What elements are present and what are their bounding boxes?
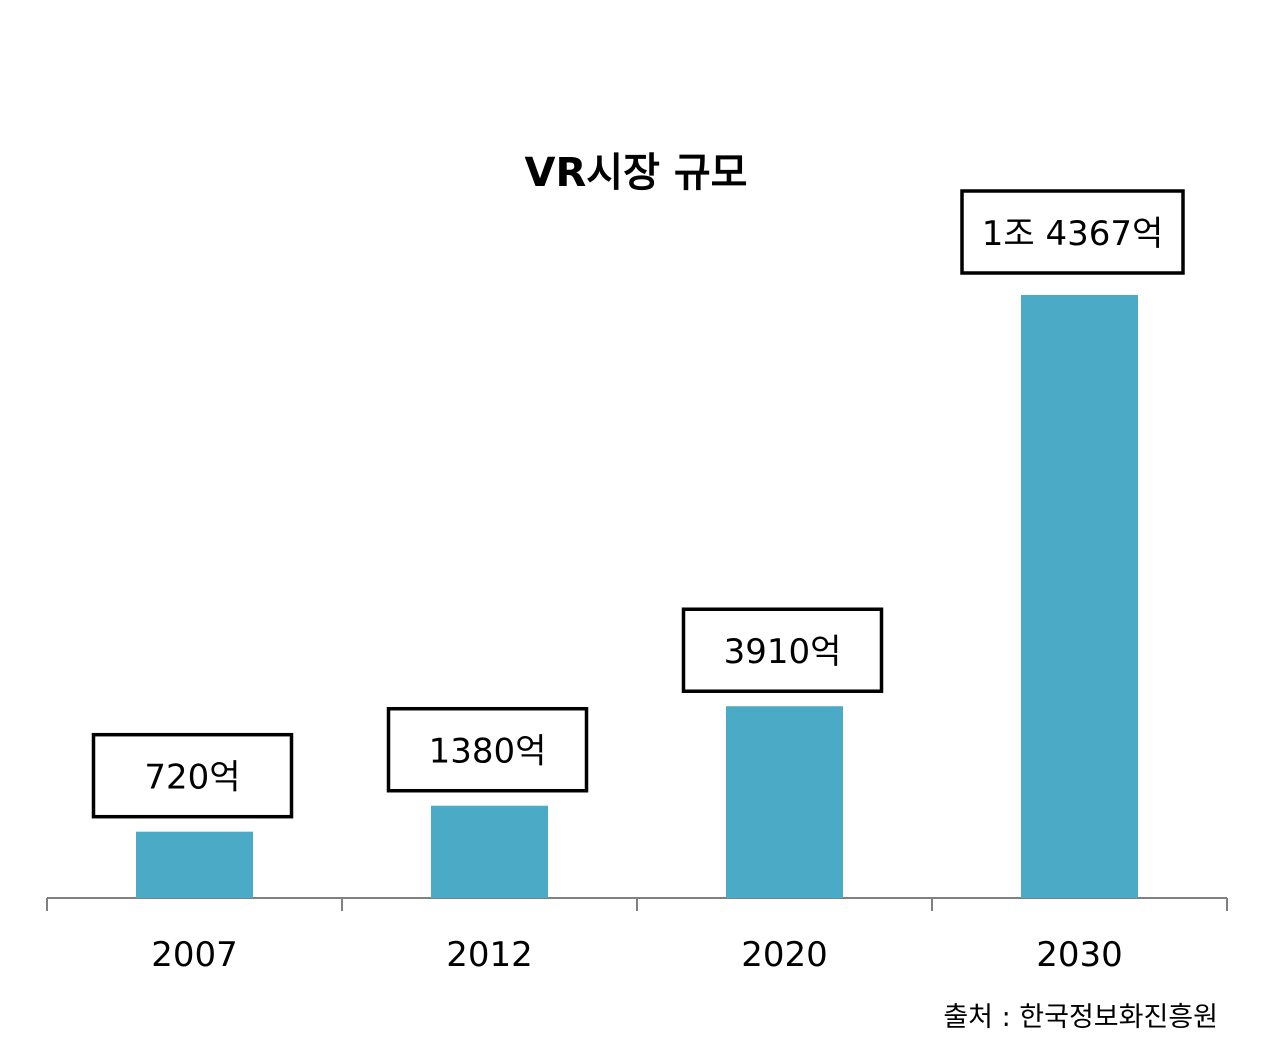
bar-2007 bbox=[136, 831, 253, 898]
data-label-box bbox=[386, 706, 589, 793]
x-tick-label: 2007 bbox=[151, 935, 238, 975]
x-tick-label: 2030 bbox=[1036, 935, 1123, 975]
data-label: 1380억 bbox=[429, 732, 547, 772]
bar-2030 bbox=[1021, 295, 1138, 898]
chart-title: VR시장 규모 bbox=[524, 150, 748, 196]
data-label: 720억 bbox=[144, 758, 240, 798]
data-label: 1조 4367억 bbox=[982, 214, 1164, 254]
source-note: 출처 : 한국정보화진흥원 bbox=[943, 1002, 1218, 1033]
data-label: 3910억 bbox=[724, 632, 842, 672]
data-label-box bbox=[681, 607, 884, 693]
bar-2020 bbox=[726, 706, 843, 898]
data-label-box bbox=[960, 189, 1185, 275]
x-tick-label: 2012 bbox=[446, 935, 533, 975]
bar-2012 bbox=[431, 805, 548, 898]
x-tick-label: 2020 bbox=[741, 935, 828, 975]
data-label-box bbox=[91, 732, 294, 819]
